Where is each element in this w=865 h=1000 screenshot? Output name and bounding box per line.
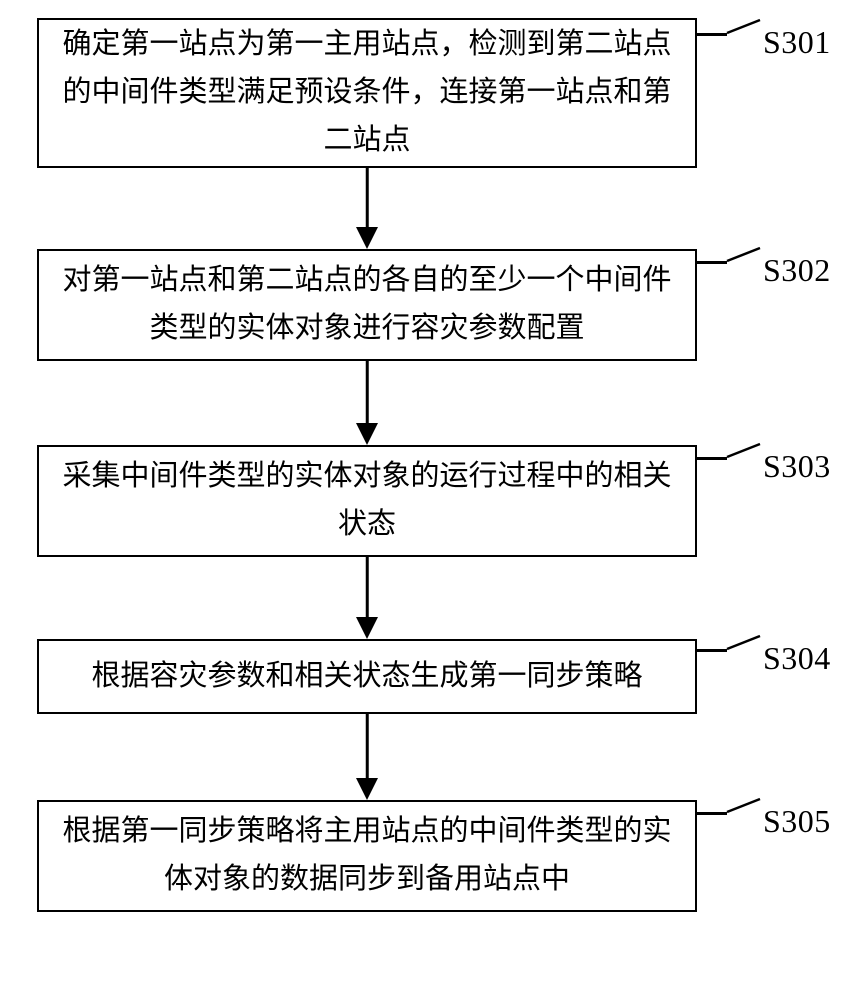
flow-node-s303: 采集中间件类型的实体对象的运行过程中的相关状态 xyxy=(37,445,697,557)
flow-node-s302: 对第一站点和第二站点的各自的至少一个中间件类型的实体对象进行容灾参数配置 xyxy=(37,249,697,361)
label-connector xyxy=(697,261,727,264)
step-label-s302: S302 xyxy=(763,252,831,289)
label-connector xyxy=(697,649,727,652)
step-label-s304: S304 xyxy=(763,640,831,677)
step-label-s301: S301 xyxy=(763,24,831,61)
step-label-s305: S305 xyxy=(763,803,831,840)
flowchart-canvas: 确定第一站点为第一主用站点，检测到第二站点的中间件类型满足预设条件，连接第一站点… xyxy=(0,0,865,1000)
flow-node-text: 确定第一站点为第一主用站点，检测到第二站点的中间件类型满足预设条件，连接第一站点… xyxy=(61,21,673,165)
flow-node-text: 根据容灾参数和相关状态生成第一同步策略 xyxy=(91,653,642,701)
flow-node-s304: 根据容灾参数和相关状态生成第一同步策略 xyxy=(37,639,697,714)
flow-node-text: 根据第一同步策略将主用站点的中间件类型的实体对象的数据同步到备用站点中 xyxy=(61,808,673,904)
flow-node-s301: 确定第一站点为第一主用站点，检测到第二站点的中间件类型满足预设条件，连接第一站点… xyxy=(37,18,697,168)
flow-node-text: 对第一站点和第二站点的各自的至少一个中间件类型的实体对象进行容灾参数配置 xyxy=(61,257,673,353)
flow-node-text: 采集中间件类型的实体对象的运行过程中的相关状态 xyxy=(61,453,673,549)
step-label-s303: S303 xyxy=(763,448,831,485)
label-connector xyxy=(697,457,727,460)
flow-node-s305: 根据第一同步策略将主用站点的中间件类型的实体对象的数据同步到备用站点中 xyxy=(37,800,697,912)
label-connector xyxy=(697,812,727,815)
label-connector xyxy=(697,33,727,36)
